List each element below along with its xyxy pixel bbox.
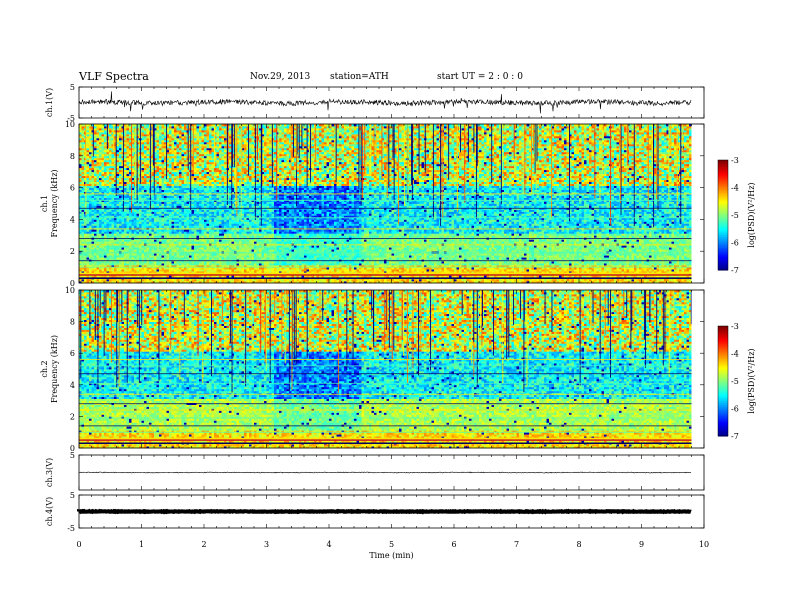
colorbar-label: log(PSD)(V²/Hz) (747, 182, 756, 247)
colorbar-tick-label: -4 (731, 350, 739, 359)
y-tick-label: 6 (70, 184, 75, 193)
y-tick-label: 8 (70, 152, 75, 161)
colorbar-tick-label: -7 (731, 266, 739, 275)
x-tick-label: 2 (201, 540, 206, 549)
ch1-spectrogram-cells (79, 124, 692, 283)
y-tick-label: -5 (67, 524, 75, 533)
y-axis-label: ch.1(V) (45, 88, 54, 117)
y-tick-label: 6 (70, 349, 75, 358)
ch1-waveform-trace (79, 91, 691, 113)
colorbar-tick-label: -5 (731, 377, 739, 386)
x-tick-label: 8 (576, 540, 581, 549)
colorbar-tick-label: -6 (731, 405, 739, 414)
x-axis-label: Time (min) (369, 551, 413, 560)
vlf-figure: -3 -4 -5 -6 -7 log(PSD)(V²/Hz) -3 -4 -5 -6 -7 log(P… (0, 0, 792, 612)
y-tick-label: 4 (70, 381, 75, 390)
x-tick-label: 3 (264, 540, 269, 549)
colorbar-tick-label: -7 (731, 432, 739, 441)
y-axis-label: Frequency (kHz) (50, 335, 59, 403)
y-axis-label: ch.3(V) (45, 458, 54, 487)
colorbar-tick-label: -6 (731, 239, 739, 248)
ch3-waveform-trace (79, 472, 691, 473)
y-axis-label: ch.1 (40, 195, 49, 212)
x-tick-label: 6 (451, 540, 456, 549)
x-tick-label: 5 (389, 540, 394, 549)
y-tick-label: 2 (70, 247, 75, 256)
x-tick-label: 7 (514, 540, 519, 549)
x-tick-label: 0 (76, 540, 81, 549)
y-tick-label: 10 (65, 120, 75, 129)
y-tick-label: 10 (65, 286, 75, 295)
y-tick-label: 8 (70, 318, 75, 327)
y-tick-label: 5 (70, 451, 75, 460)
x-tick-label: 1 (139, 540, 144, 549)
ch2-spectrogram-cells (79, 290, 692, 448)
x-tick-label: 4 (326, 540, 331, 549)
ch2-spectrogram-no-data (692, 290, 705, 448)
x-tick-label: 10 (699, 540, 709, 549)
colorbar-tick-label: -3 (731, 322, 739, 331)
x-tick-label: 9 (639, 540, 644, 549)
y-tick-label: 5 (70, 83, 75, 92)
y-axis-label: ch.4(V) (45, 497, 54, 526)
colorbar-label: log(PSD)(V²/Hz) (747, 348, 756, 413)
colorbar-tick-label: -5 (731, 211, 739, 220)
ch4-waveform-trace (79, 511, 691, 512)
ch1-spectrogram-no-data (692, 124, 705, 283)
colorbar-tick-label: -4 (731, 184, 739, 193)
y-axis-label: ch.2 (40, 360, 49, 377)
y-tick-label: 4 (70, 215, 75, 224)
y-tick-label: 2 (70, 412, 75, 421)
y-axis-label: Frequency (kHz) (50, 169, 59, 237)
y-tick-label: 5 (70, 491, 75, 500)
colorbar-tick-label: -3 (731, 156, 739, 165)
